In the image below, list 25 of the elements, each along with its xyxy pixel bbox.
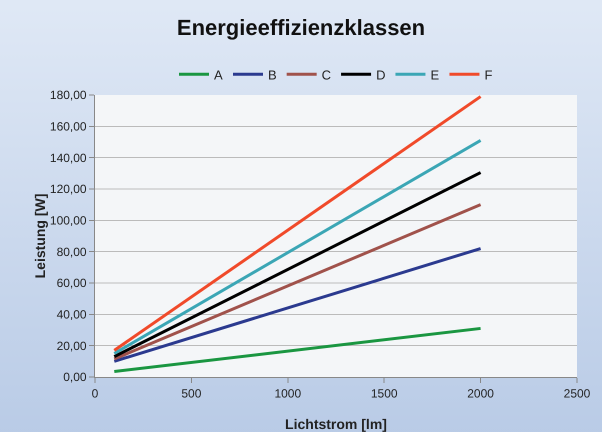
y-axis-title: Leistung [W] (32, 194, 48, 278)
x-tick-label: 500 (181, 386, 202, 400)
y-tick-label: 80,00 (56, 244, 87, 259)
y-tick-label: 20,00 (56, 338, 87, 353)
y-tick-label: 160,00 (50, 120, 87, 134)
legend-label: F (484, 67, 492, 82)
y-tick-label: 0,00 (63, 370, 87, 384)
y-tick-label: 40,00 (56, 308, 87, 322)
legend-label: E (430, 67, 440, 82)
legend-label: D (376, 67, 386, 82)
y-tick-label: 100,00 (50, 214, 87, 228)
y-tick-label: 60,00 (56, 276, 87, 290)
x-axis-title: Lichtstrom [lm] (285, 416, 387, 432)
y-tick-label: 140,00 (50, 150, 87, 165)
legend-label: A (214, 67, 223, 82)
chart-title: Energieeffizienzklassen (176, 14, 426, 40)
legend-label: C (322, 67, 332, 82)
x-tick-label: 0 (92, 386, 99, 400)
x-tick-label: 2500 (564, 386, 591, 400)
x-tick-label: 2000 (467, 386, 494, 400)
y-tick-label: 180,00 (50, 88, 87, 102)
legend-label: B (268, 67, 277, 82)
y-tick-label: 120,00 (50, 182, 87, 196)
x-tick-label: 1000 (274, 386, 302, 400)
x-tick-label: 1500 (370, 386, 398, 400)
